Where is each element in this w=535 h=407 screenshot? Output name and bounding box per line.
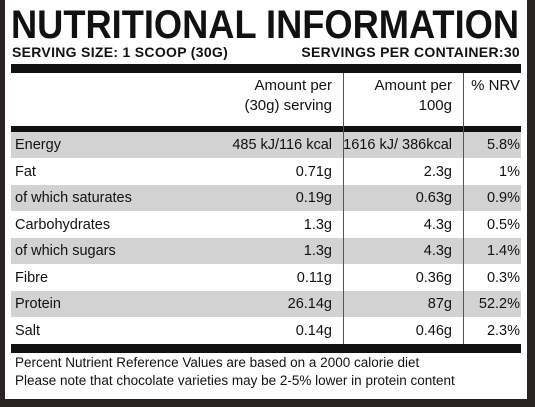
nutrient-value: 0.36g: [415, 269, 452, 286]
column-divider: [463, 73, 464, 344]
nutrient-name: Protein: [15, 296, 61, 312]
table-row: Fibre 0.11g 0.36g 0.3%: [11, 264, 521, 291]
servings-per-container: SERVINGS PER CONTAINER:30: [301, 44, 520, 60]
nutrient-name: Energy: [15, 137, 61, 153]
nutrient-value: 1.3g: [303, 216, 332, 233]
nutrient-value: 0.46g: [415, 322, 452, 339]
nutrient-value: 52.2%: [478, 296, 520, 312]
header-line: Amount per: [374, 77, 452, 94]
nutrient-value: 1.4%: [486, 243, 520, 259]
title: NUTRITIONAL INFORMATION: [11, 3, 519, 44]
nutrient-value: 0.11g: [296, 269, 332, 286]
nutrition-label: NUTRITIONAL INFORMATION SERVING SIZE: 1 …: [5, 0, 527, 399]
divider: [11, 126, 521, 132]
nutrient-value: 4.3g: [423, 243, 452, 259]
nutrient-name: Carbohydrates: [15, 216, 111, 233]
column-divider: [343, 73, 344, 344]
nutrient-name: Fat: [15, 163, 36, 180]
footnote: Percent Nutrient Reference Values are ba…: [15, 355, 420, 370]
nutrient-value: 1616 kJ/ 386kcal: [343, 137, 452, 153]
serving-size: SERVING SIZE: 1 SCOOP (30G): [12, 44, 229, 60]
nutrient-value: 0.5%: [486, 216, 520, 233]
nutrient-value: 0.9%: [486, 190, 520, 206]
nutrient-name: of which sugars: [15, 243, 116, 259]
nutrient-value: 87g: [427, 296, 452, 312]
nutrient-name: Fibre: [15, 269, 49, 286]
divider: [11, 64, 521, 73]
nutrient-value: 485 kJ/116 kcal: [232, 137, 332, 153]
nutrient-value: 0.14g: [295, 322, 332, 339]
nutrient-value: 26.14g: [287, 296, 332, 312]
nutrient-value: 4.3g: [423, 216, 452, 233]
header-line: % NRV: [471, 77, 520, 94]
nutrient-value: 0.71g: [295, 163, 332, 180]
table-row: Energy 485 kJ/116 kcal 1616 kJ/ 386kcal 5.8…: [11, 132, 521, 158]
nutrient-value: 2.3g: [423, 163, 452, 180]
title-svg: NUTRITIONAL INFORMATION: [11, 3, 519, 44]
nutrient-value: 0.63g: [415, 190, 452, 206]
table-row: Salt 0.14g 0.46g 2.3%: [11, 317, 521, 344]
nutrient-value: 5.8%: [486, 137, 520, 153]
table-row: Carbohydrates 1.3g 4.3g 0.5%: [11, 211, 521, 238]
table-row: of which saturates 0.19g 0.63g 0.9%: [11, 185, 521, 211]
nutrient-value: 0.19g: [295, 190, 332, 206]
table-row: Protein 26.14g 87g 52.2%: [11, 291, 521, 317]
nutrient-name: Salt: [15, 322, 40, 339]
column-header: Amount per (30g) serving: [244, 76, 332, 116]
nutrient-value: 0.3%: [486, 269, 520, 286]
table-row: Fat 0.71g 2.3g 1%: [11, 158, 521, 185]
divider: [11, 344, 521, 353]
column-header: % NRV: [471, 76, 520, 96]
nutrient-value: 1%: [499, 163, 520, 180]
nutrient-value: 2.3%: [486, 322, 520, 339]
header-line: (30g) serving: [244, 97, 332, 114]
nutrient-name: of which saturates: [15, 190, 132, 206]
nutrient-value: 1.3g: [303, 243, 332, 259]
table-row: of which sugars 1.3g 4.3g 1.4%: [11, 238, 521, 264]
header-line: 100g: [418, 97, 452, 114]
column-header: Amount per 100g: [374, 76, 452, 116]
footnote: Please note that chocolate varieties may…: [15, 373, 455, 388]
header-line: Amount per: [254, 77, 332, 94]
